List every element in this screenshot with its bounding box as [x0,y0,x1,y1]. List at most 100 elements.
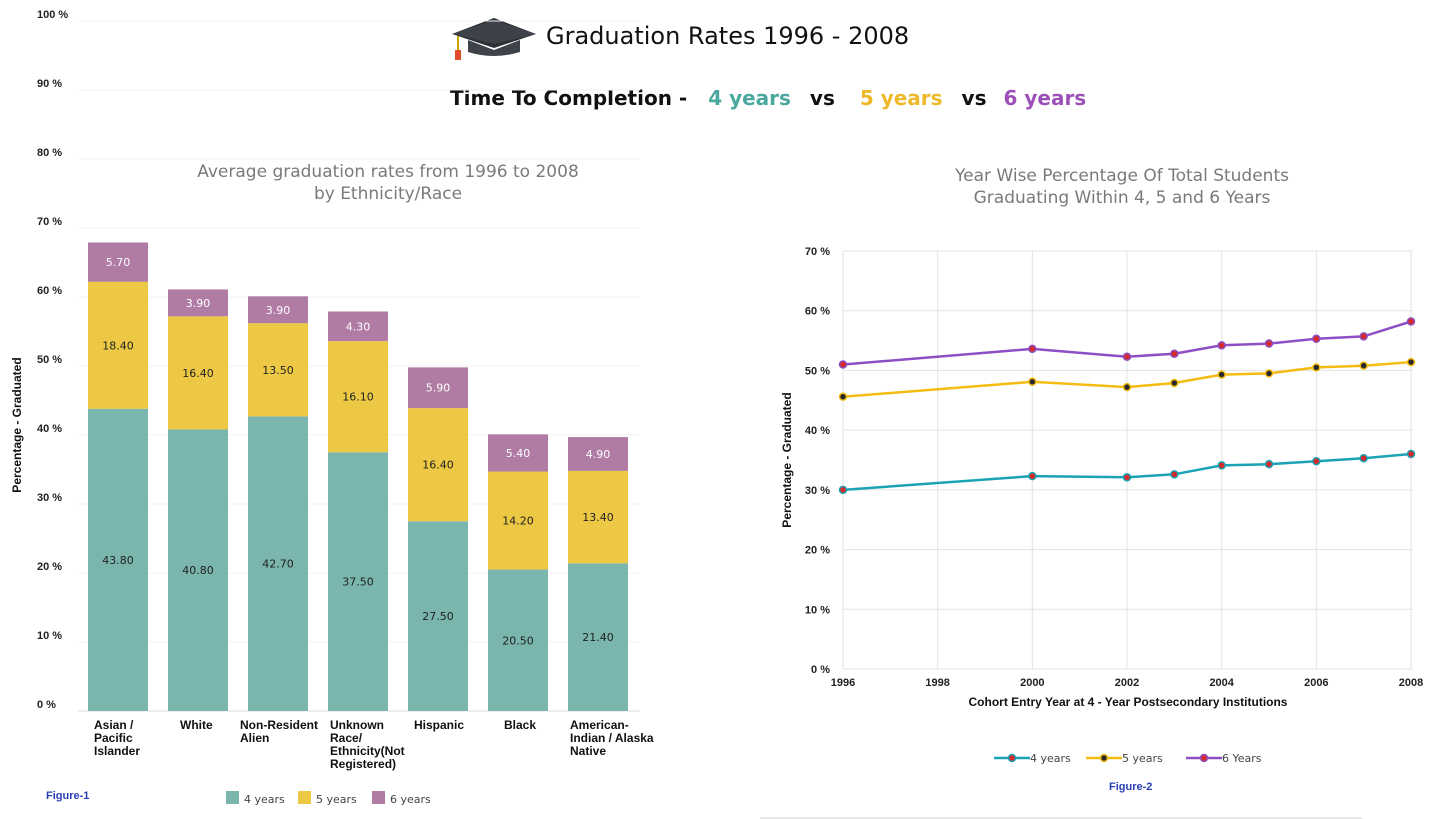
bar-segment [568,563,628,711]
figure-2-caption: Figure-2 [1109,781,1152,793]
bar-y-tick: 30 % [37,492,62,504]
bar-chart-bars: 43.80 18.40 5.70 40.80 16.40 3.90 42.70 13.50 3.… [88,242,628,711]
line-point [1406,357,1416,367]
legend-label: 6 Years [1222,752,1262,765]
bar-y-tick: 100 % [37,9,68,21]
line-x-tick: 2002 [1115,677,1139,689]
line-point [838,360,848,369]
line-point [1406,449,1416,459]
line-chart: 0 % 10 % 20 % 30 % 40 % 50 % 60 % 70 % 1996 1998… [760,166,1423,819]
line-point [1170,378,1179,388]
bar-data-label: 16.40 [422,459,454,472]
legend-swatch [298,791,311,804]
bar-chart-title: Average graduation rates from 1996 to 20… [197,162,579,204]
line-point [1122,382,1132,392]
bar-segment [88,281,148,409]
line-point [1028,471,1037,481]
line-point [1359,361,1368,370]
subtitle-vs-2: vs [962,86,987,110]
line-point [838,485,848,495]
line-chart-series [838,317,1416,495]
bar-y-tick: 0 % [37,699,56,711]
bar-segment [248,416,308,711]
line-y-tick: 50 % [805,365,830,377]
bar-data-label: 18.40 [102,339,134,352]
bar-chart-y-ticks: 0 % 10 % 20 % 30 % 40 % 50 % 60 % 70 % 80 % 90 % 1… [37,9,68,711]
bar-data-label: 5.90 [426,382,451,395]
bar-category-label: Unknown Race/Ethnicity(Not Registered) [330,718,405,771]
bar-data-label: 16.10 [342,391,374,404]
bar-segment [248,323,308,417]
line-point [1217,370,1226,379]
line-chart-legend: 4 years 5 years 6 Years [994,752,1262,765]
bar-data-label: 13.40 [582,511,614,524]
legend-label: 4 years [244,793,285,806]
bar-segment [568,470,628,564]
bar-segment [88,242,148,282]
bar-data-label: 21.40 [582,631,614,644]
subtitle-5-years: 5 years [860,86,943,110]
bar-segment [328,452,388,711]
bar-segment [408,521,468,711]
bar-data-label: 16.40 [182,367,214,380]
line-chart-x-ticks: 1996 1998 2000 2002 2004 2006 2008 [831,677,1423,689]
bar-segment [328,341,388,453]
bar-segment [408,408,468,522]
bar-segment [488,471,548,570]
bar-data-label: 13.50 [262,364,294,377]
subtitle-6-years: 6 years [1003,86,1086,110]
bar-y-tick: 80 % [37,147,62,159]
bar-segment [168,429,228,711]
subtitle-vs-1: vs [810,86,835,110]
figure-1-caption: Figure-1 [46,790,89,802]
bar-chart-y-axis-label: Percentage - Graduated [10,357,24,492]
line-chart-x-axis-label: Cohort Entry Year at 4 - Year Postsecond… [969,695,1288,709]
bar-data-label: 3.90 [266,304,291,317]
bar-y-tick: 90 % [37,78,62,90]
bar-segment [408,367,468,409]
bar-data-label: 37.50 [342,576,374,589]
bar-segment [168,289,228,317]
bar-segment [168,316,228,430]
bar-data-label: 20.50 [502,634,534,647]
line-point [1312,334,1321,344]
bar-y-tick: 60 % [37,285,62,297]
line-point [1264,459,1274,469]
bar-category-label: Black [504,718,536,732]
line-point [1028,377,1037,387]
legend-label: 5 years [1122,752,1163,765]
line-point [838,392,848,401]
line-point [1122,473,1132,482]
line-point [1170,470,1179,479]
line-y-tick: 60 % [805,306,830,318]
line-point [1312,456,1321,466]
line-y-tick: 70 % [805,246,830,258]
bar-segment [488,434,548,472]
bar-data-label: 3.90 [186,297,211,310]
bar-category-label: American-Indian / Alaska Native [570,718,654,758]
line-point [1122,352,1132,361]
line-point [1264,369,1274,378]
line-x-tick: 1998 [925,677,949,689]
bar-category-label: Asian / Pacific Islander [94,718,140,758]
bar-category-label: Hispanic [414,718,464,732]
bar-data-label: 42.70 [262,558,294,571]
line-y-tick: 40 % [805,425,830,437]
line-chart-gridlines [842,250,1413,670]
line-y-tick: 20 % [805,545,830,557]
bar-data-label: 5.40 [506,447,531,460]
stacked-bar-chart: 0 % 10 % 20 % 30 % 40 % 50 % 60 % 70 % 80 % 90 % 1… [10,9,654,806]
bar-data-label: 4.30 [346,320,371,333]
bar-category-label: Non-Resident Alien [240,718,318,745]
line-x-tick: 2000 [1020,677,1044,689]
page-title: Graduation Rates 1996 - 2008 [546,22,909,50]
bar-chart-categories: Asian / Pacific Islander White Non-Resident A… [94,718,654,771]
bar-y-tick: 50 % [37,354,62,366]
legend-label: 5 years [316,793,357,806]
legend-swatch [226,791,239,804]
bar-data-label: 14.20 [502,515,534,528]
legend-label: 4 years [1030,752,1071,765]
bar-chart-legend: 4 years 5 years 6 years [226,791,431,806]
line-x-tick: 2008 [1399,677,1423,689]
